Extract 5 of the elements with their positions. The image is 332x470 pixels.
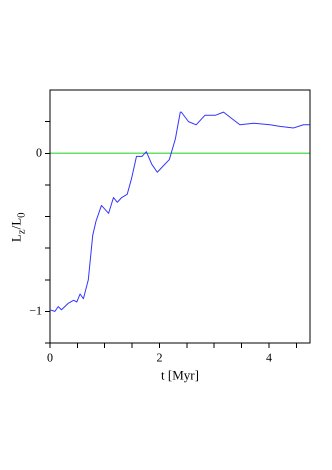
x-tick-label: 4 bbox=[266, 350, 272, 364]
y-tick-label: −1 bbox=[29, 304, 42, 318]
x-tick-label: 2 bbox=[156, 350, 162, 364]
x-axis-title: t [Myr] bbox=[161, 368, 199, 383]
x-tick-label: 0 bbox=[47, 350, 53, 364]
